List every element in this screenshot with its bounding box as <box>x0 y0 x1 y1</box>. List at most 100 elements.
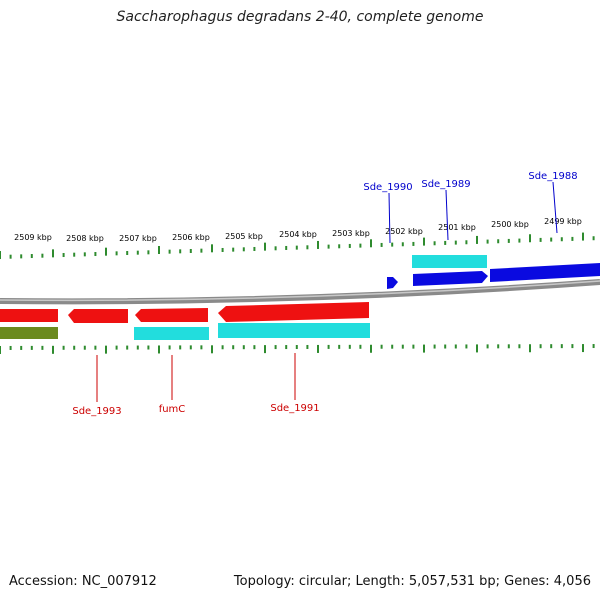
gene-arrow-sde-1993 <box>68 309 128 323</box>
bottom-tick <box>317 344 319 353</box>
bottom-tick <box>423 344 425 353</box>
tick-label: 2499 kbp <box>544 217 582 226</box>
bottom-tick <box>136 345 139 350</box>
bottom-tick <box>168 345 171 350</box>
top-tick <box>550 237 553 242</box>
bottom-tick <box>73 345 76 350</box>
tick-label: 2509 kbp <box>14 233 52 242</box>
top-tick <box>454 240 457 245</box>
bottom-tick <box>126 345 129 350</box>
bottom-tick <box>476 344 478 353</box>
gene-arrow-sde-1990 <box>387 277 398 289</box>
top-tick <box>20 254 23 259</box>
top-tick <box>136 250 139 255</box>
bottom-tick <box>380 344 383 349</box>
tick-label: 2508 kbp <box>66 234 104 243</box>
bottom-tick <box>264 345 266 354</box>
top-tick <box>232 247 235 252</box>
gene-label-sde-1991: Sde_1991 <box>270 403 319 414</box>
tick-label: 2502 kbp <box>385 227 423 236</box>
reverse-protein-bar-sde-1991 <box>218 323 370 338</box>
top-tick <box>560 237 563 242</box>
accession-text: Accession: NC_007912 <box>9 574 157 589</box>
bottom-tick <box>30 345 33 350</box>
bottom-tick <box>94 345 97 350</box>
top-tick <box>147 250 150 255</box>
top-tick <box>582 232 584 241</box>
bottom-tick <box>401 344 404 349</box>
top-tick <box>115 251 118 256</box>
bottom-tick <box>454 344 457 349</box>
leader-line-sde-1988 <box>552 181 558 234</box>
top-tick <box>52 249 54 258</box>
bottom-tick-marks <box>0 344 595 355</box>
tick-label: 2503 kbp <box>332 229 370 238</box>
bottom-tick <box>0 346 1 355</box>
bottom-tick <box>253 345 256 350</box>
top-tick <box>30 254 33 259</box>
tick-label: 2504 kbp <box>279 230 317 239</box>
top-tick <box>476 235 478 244</box>
bottom-tick <box>306 344 309 349</box>
top-tick <box>348 243 351 248</box>
bottom-tick <box>9 345 12 350</box>
bottom-tick <box>497 344 500 349</box>
bottom-tick <box>232 345 235 350</box>
gene-arrow-sde-1989 <box>413 271 488 286</box>
bottom-tick <box>486 344 489 349</box>
bottom-tick <box>105 345 107 354</box>
bottom-tick <box>242 345 245 350</box>
bottom-tick <box>359 344 362 349</box>
bottom-tick <box>391 344 394 349</box>
bottom-tick <box>115 345 118 350</box>
top-tick <box>401 242 404 247</box>
bottom-tick <box>465 344 468 349</box>
top-tick-marks <box>0 232 595 260</box>
top-tick <box>518 238 521 243</box>
gene-label-sde-1990: Sde_1990 <box>363 182 412 193</box>
top-tick <box>285 245 288 250</box>
top-tick <box>264 242 266 251</box>
top-tick <box>317 240 319 249</box>
bottom-tick <box>20 345 23 350</box>
top-tick <box>0 251 1 260</box>
bottom-tick <box>327 344 330 349</box>
gene-arrow-sde-1988 <box>490 263 600 282</box>
bottom-tick <box>582 344 584 353</box>
top-tick <box>412 241 415 246</box>
gene-arrow-sde-1991 <box>218 302 369 322</box>
gene-label-sde-1988: Sde_1988 <box>528 171 577 182</box>
top-tick <box>370 239 372 248</box>
bottom-tick <box>83 345 86 350</box>
top-tick <box>338 244 341 249</box>
bottom-tick <box>189 345 192 350</box>
top-tick <box>433 241 436 246</box>
top-tick <box>295 245 298 250</box>
bottom-tick <box>571 344 574 349</box>
top-tick <box>253 246 256 251</box>
top-tick <box>380 242 383 247</box>
top-tick <box>168 249 171 254</box>
top-tick <box>274 246 277 251</box>
bottom-tick <box>592 344 595 349</box>
tick-label: 2507 kbp <box>119 234 157 243</box>
other-feature-bar <box>0 327 58 339</box>
top-tick <box>465 240 468 245</box>
bottom-tick <box>412 344 415 349</box>
bottom-tick <box>41 345 44 350</box>
top-tick <box>529 234 531 243</box>
top-tick <box>486 239 489 244</box>
top-tick <box>242 247 245 252</box>
bottom-tick <box>370 344 372 353</box>
top-tick <box>62 253 65 258</box>
top-tick <box>497 239 500 244</box>
bottom-tick <box>211 345 213 354</box>
top-tick <box>179 249 182 254</box>
top-tick <box>359 243 362 248</box>
tick-label: 2506 kbp <box>172 233 210 242</box>
top-tick <box>83 252 86 257</box>
bottom-tick <box>518 344 521 349</box>
bottom-tick <box>539 344 542 349</box>
leader-line-sde-1989 <box>445 189 449 241</box>
